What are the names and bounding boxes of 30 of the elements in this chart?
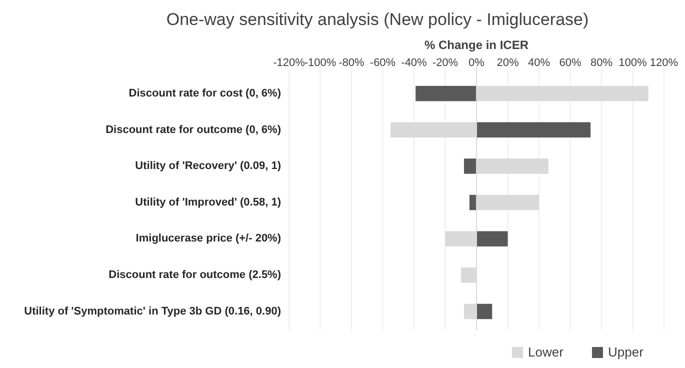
y-tick-label: Utility of 'Symptomatic' in Type 3b GD (0.16, 0.90) xyxy=(24,305,282,318)
y-tick-label: Utility of 'Recovery' (0.09, 1) xyxy=(135,160,282,172)
x-tick-label: -120% xyxy=(273,57,306,69)
y-tick-label: Discount rate for cost (0, 6%) xyxy=(128,87,282,100)
bar xyxy=(476,122,591,138)
x-tick-label: -100% xyxy=(304,57,336,69)
x-tick-label: -60% xyxy=(370,57,396,69)
x-tick-label: -80% xyxy=(338,57,365,69)
x-tick-label: 20% xyxy=(496,57,519,69)
x-axis-title: % Change in ICER xyxy=(424,38,529,52)
bar xyxy=(469,194,476,210)
bar xyxy=(464,158,476,174)
x-tick-label: 60% xyxy=(559,57,582,69)
legend-label: Upper xyxy=(608,344,644,360)
y-tick-label: Discount rate for outcome (2.5%) xyxy=(108,269,282,282)
x-tick-label: 0% xyxy=(468,57,485,69)
x-tick-label: 100% xyxy=(618,57,648,69)
bar xyxy=(476,231,508,246)
bar xyxy=(416,86,476,102)
x-tick-label: 120% xyxy=(650,57,678,69)
x-tick-label: 80% xyxy=(590,57,613,69)
y-tick-label: Imiglucerase price (+/- 20%) xyxy=(136,232,282,245)
legend-label: Lower xyxy=(528,344,564,360)
x-tick-label: -20% xyxy=(432,57,458,69)
x-tick-label: -40% xyxy=(401,57,428,69)
y-tick-label: Discount rate for outcome (0, 6%) xyxy=(106,124,282,136)
x-tick-label: 40% xyxy=(528,57,550,69)
chart-title: One-way sensitivity analysis (New policy - Imiglucerase) xyxy=(166,10,589,29)
y-tick-label: Utility of 'Improved' (0.58, 1) xyxy=(135,196,282,208)
bar xyxy=(476,304,492,320)
